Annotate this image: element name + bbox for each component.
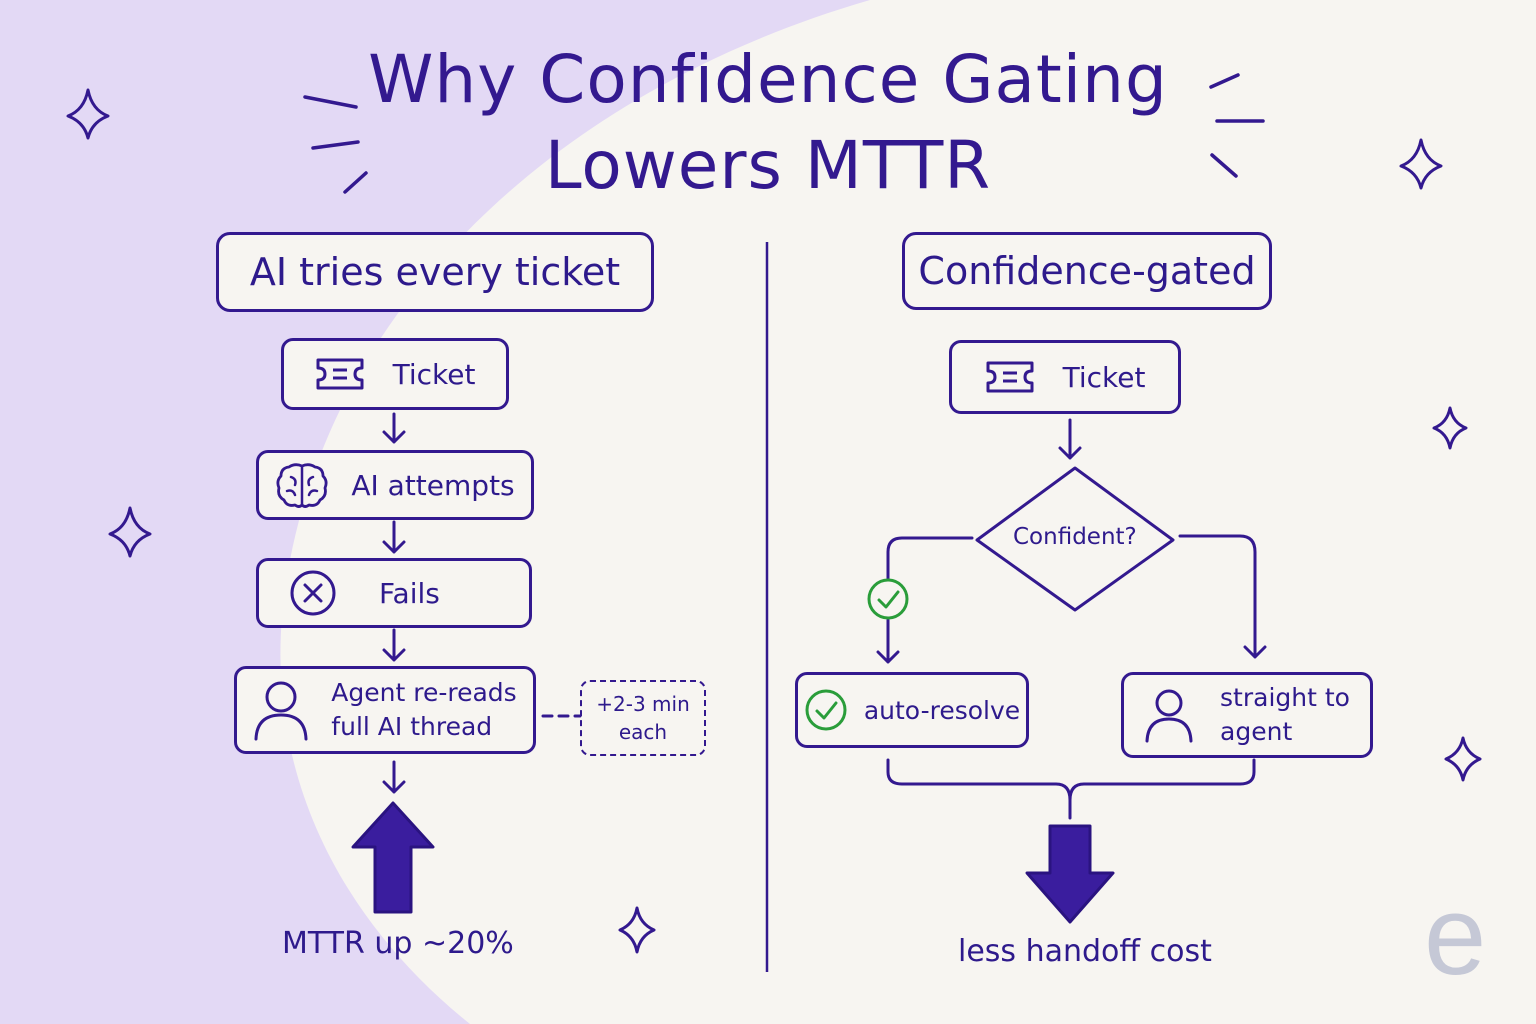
sparkle-icon: [108, 506, 152, 558]
right-outcome: less handoff cost: [958, 934, 1212, 969]
up-arrow-icon: [351, 801, 435, 914]
sparkle-icon: [618, 906, 656, 954]
sparkle-icon: [1444, 736, 1482, 782]
x-circle-icon: [290, 570, 336, 616]
right-panel-heading: Confidence-gated: [918, 249, 1256, 293]
left-step-agent-rereads-label: Agent re-reads full AI thread: [331, 678, 517, 741]
right-step-ticket: Ticket: [949, 340, 1181, 414]
left-step-agent-rereads: Agent re-reads full AI thread: [234, 666, 536, 754]
title-emphasis-lines: [303, 73, 1265, 194]
right-step-straight-to-agent: straight to agent: [1121, 672, 1373, 758]
check-circle-icon: [805, 689, 847, 731]
left-panel-heading: AI tries every ticket: [249, 250, 621, 294]
sparkle-icon: [1399, 138, 1443, 190]
right-step-auto-resolve: auto-resolve: [795, 672, 1029, 748]
left-step-ai-attempts: AI attempts: [256, 450, 534, 520]
left-panel-heading-box: AI tries every ticket: [216, 232, 654, 312]
left-step-ticket-label: Ticket: [392, 357, 476, 391]
sparkle-icons: [66, 88, 1482, 954]
down-arrow-icon: [1025, 824, 1115, 924]
brand-logo: e: [1424, 873, 1487, 998]
sparkle-icon: [1432, 406, 1468, 450]
page-title-line-1: Why Confidence Gating: [368, 41, 1168, 118]
right-panel-heading-box: Confidence-gated: [902, 232, 1272, 310]
right-step-straight-to-agent-label: straight to agent: [1220, 683, 1350, 746]
left-outcome: MTTR up ~20%: [282, 926, 514, 961]
ticket-icon: [986, 361, 1034, 393]
sparkle-icon: [66, 88, 110, 140]
left-step-fails-label: Fails: [379, 576, 440, 610]
page-title-line-2: Lowers MTTR: [544, 127, 992, 204]
right-step-auto-resolve-label: auto-resolve: [863, 695, 1021, 725]
person-icon: [254, 681, 308, 741]
decision-diamond: [975, 466, 1175, 612]
ticket-icon: [316, 358, 364, 390]
left-flow-arrows: [382, 412, 582, 794]
check-circle-icon: [867, 578, 909, 620]
right-flow-arrows: [876, 418, 1267, 820]
left-step-ticket: Ticket: [281, 338, 509, 410]
decision-label: Confident?: [1013, 524, 1137, 550]
right-step-ticket-label: Ticket: [1062, 360, 1146, 394]
left-side-note: +2-3 min each: [580, 680, 706, 756]
left-step-fails: Fails: [256, 558, 532, 628]
left-step-ai-attempts-label: AI attempts: [351, 468, 515, 502]
person-icon: [1145, 689, 1193, 743]
brain-icon: [276, 463, 328, 508]
